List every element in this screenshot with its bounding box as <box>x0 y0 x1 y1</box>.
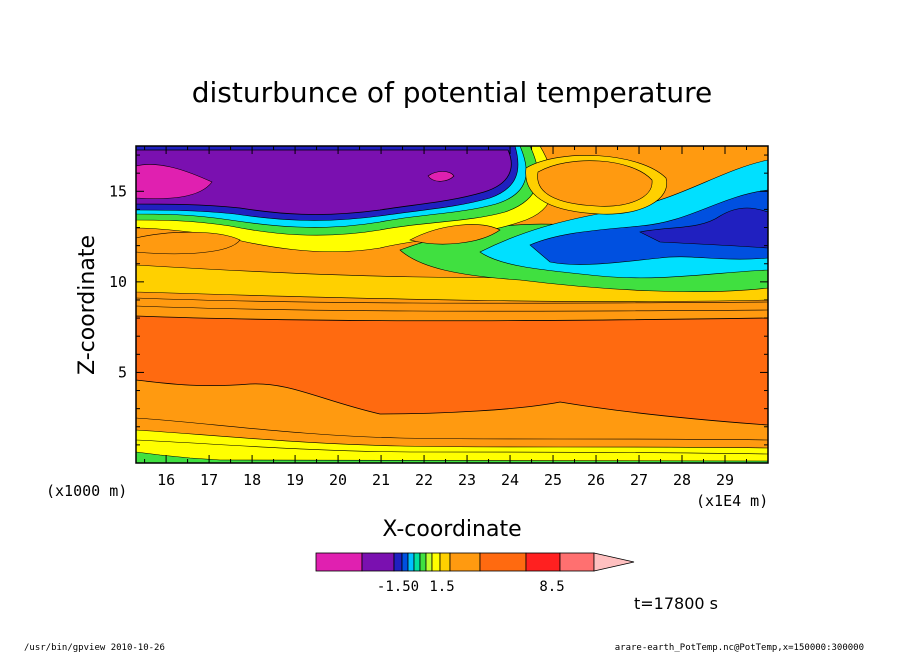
contour-band-navy <box>639 207 768 249</box>
colorbar-cell <box>407 552 415 572</box>
x-tick-label: 16 <box>157 471 175 489</box>
contour-lens-orange-core <box>537 160 653 207</box>
x-unit-left: (x1000 m) <box>46 482 127 500</box>
contour-spot-magenta <box>427 171 455 182</box>
y-tick-label: 15 <box>109 182 127 200</box>
x-tick-label: 29 <box>716 471 734 489</box>
y-axis-label: Z-coordinate <box>75 235 100 375</box>
colorbar-label: 8.5 <box>539 579 564 595</box>
x-tick-label: 20 <box>329 471 347 489</box>
footer-left: /usr/bin/gpview 2010-10-26 <box>24 643 165 653</box>
x-unit-right: (x1E4 m) <box>696 492 768 510</box>
x-tick-label: 25 <box>544 471 562 489</box>
x-axis-label: X-coordinate <box>382 517 521 542</box>
x-tick-label: 27 <box>630 471 648 489</box>
y-tick-label: 10 <box>109 273 127 291</box>
x-tick-label: 28 <box>673 471 691 489</box>
x-tick-label: 18 <box>243 471 261 489</box>
colorbar-cell <box>425 552 433 572</box>
colorbar-cell <box>401 552 409 572</box>
time-annotation: t=17800 s <box>634 594 718 613</box>
contour-band-magenta <box>136 164 213 199</box>
x-tick-label: 23 <box>458 471 476 489</box>
contour-line <box>136 417 768 441</box>
contour-field <box>136 146 768 463</box>
colorbar-cell <box>559 552 595 572</box>
contour-band-bottom-green <box>136 451 768 463</box>
contour-line <box>136 297 768 304</box>
colorbar-cell <box>419 552 427 572</box>
colorbar-cell <box>479 552 527 572</box>
plot-frame <box>135 145 769 464</box>
contour-lens-orange-left <box>136 231 241 255</box>
colorbar-cell <box>525 552 561 572</box>
colorbar <box>315 552 635 572</box>
contour-band-bottom-yellow <box>136 429 768 463</box>
x-tick-label: 24 <box>501 471 519 489</box>
contour-line <box>136 439 768 455</box>
colorbar-label: 1.5 <box>429 579 454 595</box>
colorbar-cell <box>361 552 395 572</box>
chart-title: disturbunce of potential temperature <box>192 76 713 109</box>
colorbar-cell <box>439 552 451 572</box>
x-tick-label: 19 <box>286 471 304 489</box>
contour-band-top-purple <box>136 149 512 215</box>
y-axis: 5 10 15 <box>109 154 768 446</box>
colorbar-label: -1.50 <box>377 579 419 595</box>
colorbar-labels: -1.50 1.5 8.5 <box>377 579 565 595</box>
contour-lens-orange-mid <box>409 224 501 245</box>
x-tick-label: 17 <box>200 471 218 489</box>
contour-band-upper-yellow <box>136 264 768 302</box>
colorbar-cell <box>431 552 441 572</box>
footer-right: arare-earth_PotTemp.nc@PotTemp,x=150000:… <box>615 643 864 653</box>
colorbar-cell <box>393 552 403 572</box>
x-axis: 16 17 18 19 20 21 22 23 24 25 26 27 28 29 <box>144 146 748 489</box>
colorbar-arrow <box>593 552 635 572</box>
colorbar-cell <box>449 552 481 572</box>
x-tick-label: 21 <box>372 471 390 489</box>
contour-band-orange-deep <box>136 315 768 426</box>
colorbar-cell <box>413 552 421 572</box>
colorbar-cell <box>315 552 363 572</box>
contour-line <box>136 305 768 312</box>
y-tick-label: 5 <box>118 363 127 381</box>
contour-band-blue <box>529 189 768 265</box>
x-tick-label: 26 <box>587 471 605 489</box>
x-tick-label: 22 <box>415 471 433 489</box>
